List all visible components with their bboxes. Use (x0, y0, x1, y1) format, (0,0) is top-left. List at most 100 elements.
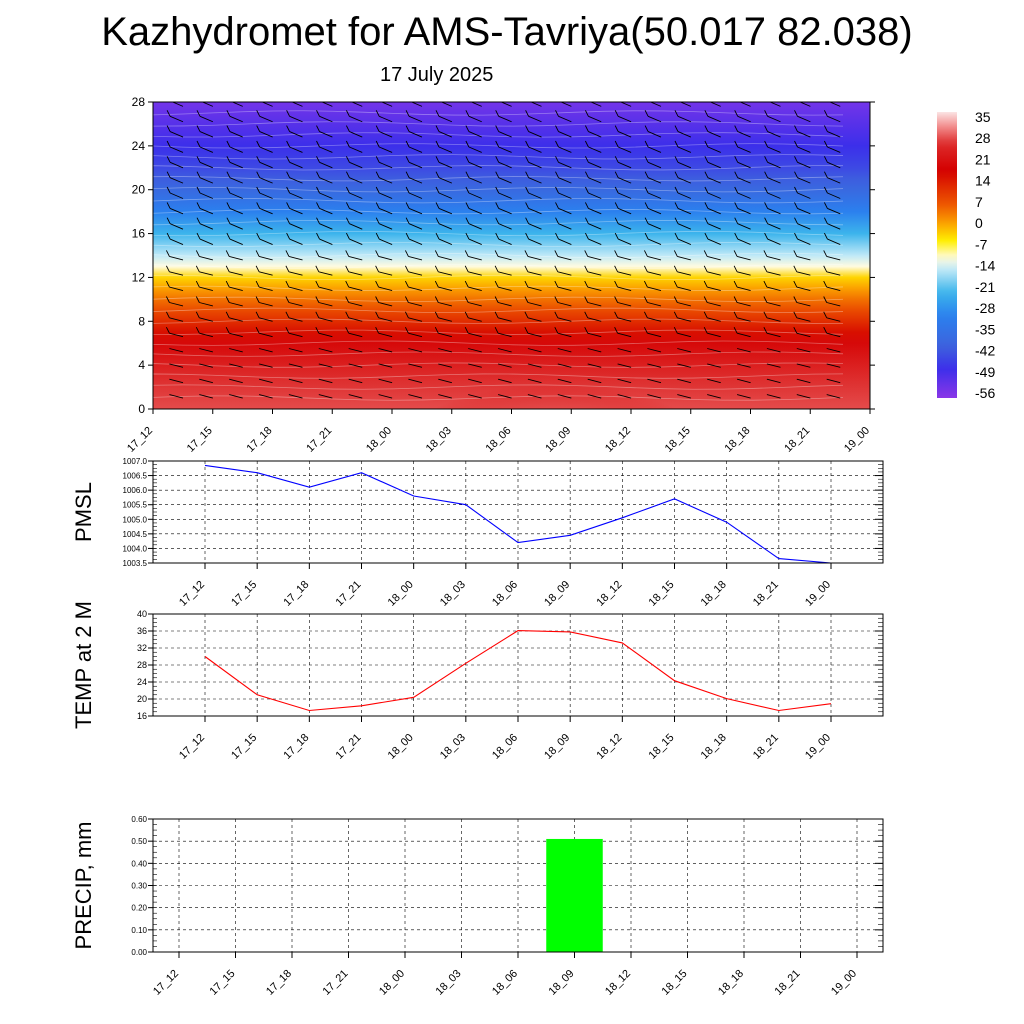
y-tick-label: 4 (138, 358, 145, 372)
x-tick-label: 18_15 (660, 968, 690, 998)
x-tick-label: 17_12 (151, 968, 181, 998)
colorbar-label: 7 (975, 194, 983, 210)
x-tick-label: 17_12 (177, 732, 207, 762)
x-tick-label: 18_21 (751, 579, 781, 609)
warm-surface-area (430, 347, 680, 409)
x-tick-label: 18_09 (542, 732, 572, 762)
panel-frame (152, 613, 884, 717)
y-tick-label: 20 (132, 183, 146, 197)
y-tick-label: 8 (138, 314, 145, 328)
x-tick-label: 18_09 (547, 968, 577, 998)
x-tick-label: 17_21 (334, 732, 364, 762)
y-tick-label: 1003.5 (123, 559, 148, 568)
x-tick-label: 19_00 (803, 732, 833, 762)
x-tick-label: 17_18 (245, 425, 275, 455)
colorbar-label: 35 (975, 109, 991, 125)
y-tick-label: 36 (137, 626, 147, 636)
chart-subtitle: 17 July 2025 (380, 64, 494, 86)
x-tick-label: 17_18 (281, 732, 311, 762)
y-tick-label: 24 (137, 677, 147, 687)
y-tick-label: 28 (132, 95, 146, 109)
colorbar-label: 0 (975, 215, 983, 231)
x-tick-label: 17_15 (185, 425, 215, 455)
x-tick-label: 17_21 (321, 968, 351, 998)
x-tick-label: 18_18 (699, 732, 729, 762)
colorbar-label: -56 (975, 385, 995, 401)
y-tick-label: 0.20 (131, 904, 147, 913)
x-tick-label: 18_12 (603, 425, 633, 455)
x-tick-label: 19_00 (842, 425, 872, 455)
y-tick-label: 0.00 (131, 948, 147, 957)
pmsl-panel: 1003.5 1004.0 1004.5 1005.0 1005.5 1006.0 1006… (71, 457, 884, 609)
chart-title: Kazhydromet for AMS-Tavriya(50.017 82.03… (101, 10, 913, 54)
x-tick-label: 18_21 (782, 425, 812, 455)
x-tick-label: 18_09 (543, 425, 573, 455)
x-tick-label: 18_18 (716, 968, 746, 998)
y-tick-label: 32 (137, 643, 147, 653)
x-tick-label: 17_12 (177, 579, 207, 609)
colorbar-label: -21 (975, 279, 995, 295)
contour-lines (153, 110, 844, 401)
x-tick-label: 17_15 (229, 579, 259, 609)
precip-panel: 0.00 0.10 0.20 0.30 0.40 0.50 0.60 17_12 17_15 17… (71, 815, 884, 998)
panel-frame (152, 818, 884, 953)
colorbar-label: 14 (975, 173, 991, 189)
x-tick-label: 18_03 (438, 579, 468, 609)
x-tick-label: 17_15 (229, 732, 259, 762)
y-tick-label: 16 (137, 711, 147, 721)
x-tick-label: 18_00 (364, 425, 394, 455)
x-tick-label: 18_12 (603, 968, 633, 998)
y-tick-label: 1005.5 (123, 501, 148, 510)
y-tick-label: 28 (137, 660, 147, 670)
x-tick-label: 17_21 (334, 579, 364, 609)
x-tick-label: 18_03 (438, 732, 468, 762)
x-tick-label: 17_12 (125, 425, 155, 455)
x-tick-label: 18_06 (490, 732, 520, 762)
y-tick-label: 16 (132, 227, 146, 241)
y-tick-label: 1005.0 (123, 515, 148, 524)
x-tick-label: 18_15 (647, 732, 677, 762)
x-tick-label: 18_00 (386, 579, 416, 609)
x-tick-label: 18_03 (434, 968, 464, 998)
x-tick-label: 17_15 (208, 968, 238, 998)
x-tick-label: 18_12 (594, 579, 624, 609)
colorbar-label: -49 (975, 364, 995, 380)
colorbar-label: -28 (975, 300, 995, 316)
x-tick-label: 17_18 (264, 968, 294, 998)
x-tick-label: 19_00 (829, 968, 859, 998)
x-tick-label: 18_09 (542, 579, 572, 609)
y-tick-label: 1006.0 (123, 486, 148, 495)
y-tick-label: 20 (137, 694, 147, 704)
y-tick-label: 0.40 (131, 859, 147, 868)
panel-frame (152, 460, 884, 564)
y-tick-label: 40 (137, 609, 147, 619)
y-axis-title: PMSL (71, 482, 96, 542)
x-tick-label: 18_21 (751, 732, 781, 762)
x-tick-label: 18_06 (484, 425, 514, 455)
colorbar: 35 28 21 14 7 0 -7 -14 -21 -28 -35 -42 -49 -56 (937, 109, 995, 401)
y-tick-label: 0.60 (131, 815, 147, 824)
colorbar-label: 21 (975, 151, 991, 167)
x-tick-label: 18_15 (663, 425, 693, 455)
precip-bar (546, 838, 603, 952)
y-tick-label: 12 (132, 270, 146, 284)
colorbar-label: -35 (975, 321, 995, 337)
y-tick-label: 0 (138, 402, 145, 416)
y-axis-title: TEMP at 2 M (71, 601, 96, 729)
x-tick-label: 17_21 (304, 425, 334, 455)
x-tick-label: 18_12 (594, 732, 624, 762)
colorbar-label: 28 (975, 130, 991, 146)
colorbar-strip (937, 112, 957, 398)
x-tick-label: 18_03 (424, 425, 454, 455)
x-tick-label: 18_21 (773, 968, 803, 998)
temp-panel: 16 20 24 28 32 36 40 17_12 17_15 17_18 17_21 18_00 1… (71, 601, 884, 762)
y-tick-label: 1004.5 (123, 530, 148, 539)
y-tick-label: 1006.5 (123, 472, 148, 481)
x-tick-label: 18_00 (377, 968, 407, 998)
colorbar-label: -42 (975, 343, 995, 359)
x-tick-label: 19_00 (803, 579, 833, 609)
x-tick-label: 18_18 (723, 425, 753, 455)
x-tick-label: 18_06 (490, 579, 520, 609)
y-tick-label: 0.10 (131, 926, 147, 935)
